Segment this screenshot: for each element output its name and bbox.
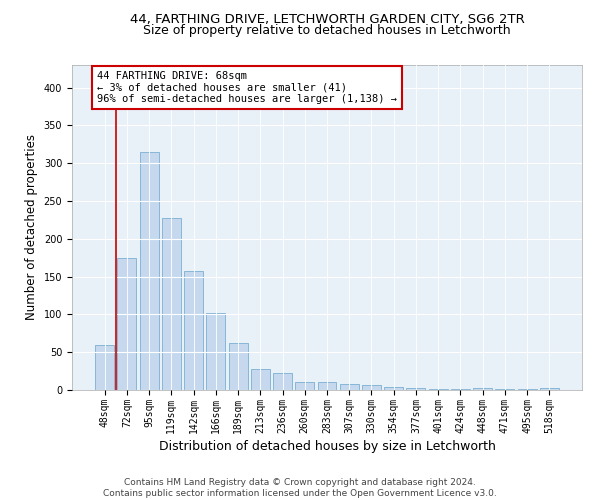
Bar xyxy=(317,382,337,390)
Bar xyxy=(362,386,381,390)
Bar xyxy=(184,272,203,390)
Bar xyxy=(540,388,559,390)
Bar xyxy=(496,389,514,390)
Bar xyxy=(118,258,136,390)
Text: 44 FARTHING DRIVE: 68sqm
← 3% of detached houses are smaller (41)
96% of semi-de: 44 FARTHING DRIVE: 68sqm ← 3% of detache… xyxy=(97,71,397,104)
Bar xyxy=(406,388,425,390)
Text: Size of property relative to detached houses in Letchworth: Size of property relative to detached ho… xyxy=(143,24,511,37)
X-axis label: Distribution of detached houses by size in Letchworth: Distribution of detached houses by size … xyxy=(158,440,496,453)
Bar xyxy=(451,389,470,390)
Bar xyxy=(473,388,492,390)
Text: Contains HM Land Registry data © Crown copyright and database right 2024.
Contai: Contains HM Land Registry data © Crown c… xyxy=(103,478,497,498)
Bar xyxy=(229,343,248,390)
Bar xyxy=(340,384,359,390)
Bar xyxy=(295,382,314,390)
Bar xyxy=(251,369,270,390)
Text: 44, FARTHING DRIVE, LETCHWORTH GARDEN CITY, SG6 2TR: 44, FARTHING DRIVE, LETCHWORTH GARDEN CI… xyxy=(130,12,524,26)
Bar xyxy=(429,389,448,390)
Y-axis label: Number of detached properties: Number of detached properties xyxy=(25,134,38,320)
Bar xyxy=(518,389,536,390)
Bar xyxy=(273,374,292,390)
Bar xyxy=(162,218,181,390)
Bar xyxy=(140,152,158,390)
Bar xyxy=(95,344,114,390)
Bar xyxy=(206,313,225,390)
Bar xyxy=(384,387,403,390)
